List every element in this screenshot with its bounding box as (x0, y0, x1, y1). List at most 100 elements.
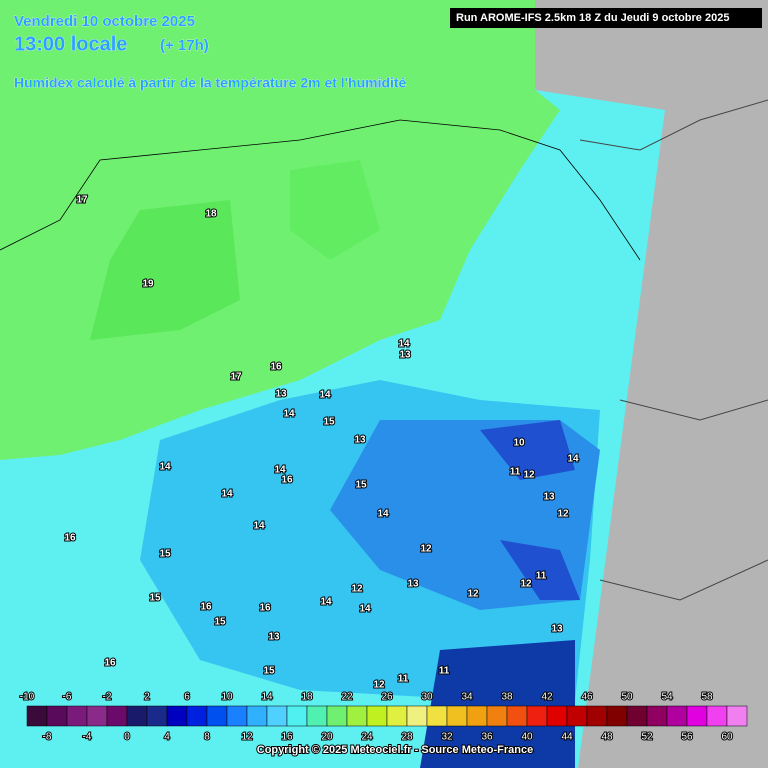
colorbar-label: 32 (441, 732, 453, 743)
colorbar-label: 2 (144, 692, 150, 703)
colorbar-label: 46 (581, 692, 593, 703)
contour-label: 15 (159, 549, 171, 560)
contour-label: 15 (214, 617, 226, 628)
contour-label: 13 (543, 492, 555, 503)
copyright: Copyright © 2025 Meteociel.fr - Source M… (257, 744, 533, 756)
contour-label: 11 (398, 674, 409, 685)
coastline (0, 119, 641, 261)
colorbar-label: 24 (361, 732, 373, 743)
colorbar-cell (126, 705, 148, 727)
colorbar-label: 0 (124, 732, 130, 743)
colorbar-cell (106, 705, 128, 727)
contour-label: 17 (76, 195, 88, 206)
colorbar-cell (566, 705, 588, 727)
colorbar-cell (366, 705, 388, 727)
colorbar-label: -2 (103, 692, 112, 703)
green-zone (0, 0, 560, 460)
colorbar-cell (66, 705, 88, 727)
colorbar-label: 8 (204, 732, 210, 743)
colorbar-label: 6 (184, 692, 190, 703)
colorbar-label: 4 (164, 732, 170, 743)
border (599, 559, 768, 601)
colorbar-cell (166, 705, 188, 727)
contour-label: 14 (319, 390, 331, 401)
run-box (450, 8, 762, 28)
contour-label: 11 (510, 467, 521, 478)
colorbar-cell (646, 705, 668, 727)
colorbar-label: 36 (481, 732, 493, 743)
colorbar-label: 44 (561, 732, 573, 743)
border (579, 99, 768, 151)
colorbar-cell (466, 705, 488, 727)
contour-label: 13 (407, 579, 419, 590)
contour-label: 12 (420, 544, 432, 555)
colorbar-label: 40 (521, 732, 533, 743)
colorbar-cell (206, 705, 228, 727)
colorbar-cell (626, 705, 648, 727)
contour-label: 13 (275, 389, 287, 400)
colorbar-cell (386, 705, 408, 727)
colorbar-cell (586, 705, 608, 727)
colorbar-label: 16 (281, 732, 293, 743)
colorbar-cell (546, 705, 568, 727)
border (619, 399, 768, 421)
colorbar-label: 54 (661, 692, 673, 703)
contour-label: 13 (268, 632, 280, 643)
green-core (290, 160, 380, 260)
colorbar-cell (486, 705, 508, 727)
contour-label: 14 (159, 462, 171, 473)
date: Vendredi 10 octobre 2025 (14, 13, 195, 30)
colorbar-label: 26 (381, 692, 393, 703)
contour-label: 14 (253, 521, 265, 532)
contour-label: 13 (399, 350, 411, 361)
contour-label: 13 (551, 624, 563, 635)
colorbar-cell (246, 705, 268, 727)
contour-label: 16 (104, 658, 116, 669)
colorbar-label: 28 (401, 732, 413, 743)
colorbar-cell (446, 705, 468, 727)
contour-label: 14 (377, 509, 389, 520)
colorbar-label: 56 (681, 732, 693, 743)
colorbar-cell (86, 705, 108, 727)
colorbar-label: 22 (341, 692, 353, 703)
contour-label: 10 (513, 438, 525, 449)
colorbar-label: 30 (421, 692, 433, 703)
colorbar-label: -6 (63, 692, 72, 703)
contour-label: 14 (398, 339, 410, 350)
dark-zone (420, 640, 575, 768)
colorbar-label: 10 (221, 692, 233, 703)
colorbar-label: -10 (20, 692, 35, 703)
colorbar-label: -4 (83, 732, 92, 743)
colorbar-label: 48 (601, 732, 613, 743)
colorbar-cell (406, 705, 428, 727)
contour-label: 12 (351, 584, 363, 595)
contour-label: 15 (149, 593, 161, 604)
green-core (90, 200, 240, 340)
colorbar-label: 50 (621, 692, 633, 703)
contour-label: 11 (536, 571, 547, 582)
contour-label: 14 (567, 454, 579, 465)
colorbar-cell (426, 705, 448, 727)
contour-label: 15 (355, 480, 367, 491)
run-info: Run AROME-IFS 2.5km 18 Z du Jeudi 9 octo… (456, 12, 729, 24)
contour-label: 15 (323, 417, 335, 428)
contour-label: 16 (64, 533, 76, 544)
contour-label: 14 (320, 597, 332, 608)
colorbar-label: 42 (541, 692, 553, 703)
colorbar-label: 18 (301, 692, 313, 703)
contour-label: 14 (221, 489, 233, 500)
contour-label: 16 (270, 362, 282, 373)
contour-label: 18 (205, 209, 217, 220)
colorbar-label: 12 (241, 732, 253, 743)
colorbar-label: 52 (641, 732, 653, 743)
colorbar-label: 20 (321, 732, 333, 743)
colorbar-label: 58 (701, 692, 713, 703)
contour-label: 14 (274, 465, 286, 476)
colorbar-cell (686, 705, 708, 727)
colorbar-cell (306, 705, 328, 727)
colorbar-cell (266, 705, 288, 727)
contour-label: 13 (354, 435, 366, 446)
contour-label: 15 (263, 666, 275, 677)
